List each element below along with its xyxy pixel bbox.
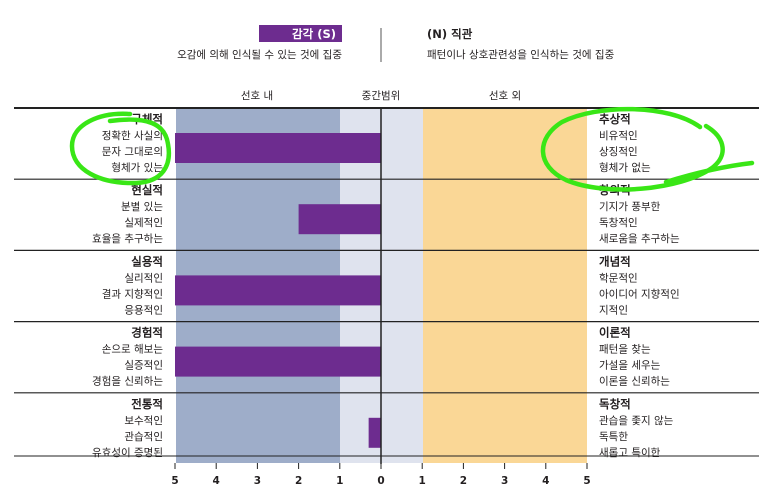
- tick-label: 5: [171, 475, 178, 487]
- row-left-item: 효율을 추구하는: [92, 232, 163, 245]
- row-left-item: 정확한 사실의: [102, 129, 163, 142]
- row-left-item: 손으로 해보는: [102, 343, 164, 356]
- row-left-item: 형체가 있는: [111, 162, 163, 174]
- row-right-item: 패턴을 찾는: [599, 344, 651, 356]
- row-right-item: 비유적인: [599, 130, 638, 142]
- tick-label: 1: [336, 475, 343, 487]
- row-right-item: 관습을 좇지 않는: [599, 415, 674, 427]
- row-left-title: 실용적: [131, 254, 163, 268]
- row-right-item: 이론을 신뢰하는: [599, 375, 670, 388]
- intuition-title: (N) 직관: [427, 27, 473, 41]
- zone-caption-in: 선호 내: [241, 90, 273, 102]
- row-left-title: 현실적: [131, 183, 163, 197]
- row-right-title: 추상적: [599, 112, 631, 126]
- zone-caption-out: 선호 외: [489, 90, 521, 102]
- row-right-item: 독창적인: [599, 217, 638, 229]
- green-annotations: [69, 106, 755, 192]
- row-right-item: 새로움을 추구하는: [599, 232, 680, 245]
- sensing-badge-label: 감각 (S): [292, 27, 336, 41]
- annotation-circle-left: [69, 111, 172, 186]
- tick-label: 5: [583, 475, 590, 487]
- row-right-item: 독특한: [599, 431, 628, 443]
- sensing-badge: [259, 25, 342, 42]
- row-right-title: 이론적: [599, 326, 631, 340]
- row-right-item: 아이디어 지향적인: [599, 288, 680, 300]
- chart-header: 감각 (S) 오감에 의해 인식될 수 있는 것에 집중 (N) 직관 패턴이나…: [177, 25, 615, 62]
- row-left-title: 경험적: [131, 326, 163, 340]
- row-right-title: 독창적: [599, 397, 631, 411]
- row-left-item: 경험을 신뢰하는: [92, 375, 163, 388]
- row-right-item: 새롭고 특이한: [599, 447, 661, 459]
- tick-label: 3: [501, 475, 508, 487]
- annotation-circle-right: [540, 106, 755, 192]
- row-left-item: 결과 지향적인: [102, 288, 163, 300]
- preference-bar: [175, 133, 381, 163]
- row-left-item: 유효성이 증명된: [92, 447, 163, 459]
- row-left-item: 보수적인: [124, 415, 163, 427]
- preference-bar: [298, 204, 381, 235]
- preference-bar: [175, 275, 381, 306]
- row-right-item: 지적인: [599, 304, 628, 316]
- row-right-item: 상징적인: [599, 146, 638, 158]
- row-left-item: 실리적인: [124, 272, 163, 284]
- row-left-item: 응용적인: [124, 304, 163, 316]
- tick-label: 4: [542, 475, 549, 487]
- row-right-item: 형체가 없는: [599, 161, 651, 174]
- sensing-description: 오감에 의해 인식될 수 있는 것에 집중: [177, 48, 342, 61]
- row-left-item: 관습적인: [124, 431, 163, 443]
- tick-label: 2: [460, 475, 467, 487]
- x-axis-ticks: 5 4 3 2 1 0 1 2 3 4 5: [171, 463, 591, 487]
- tick-label: 2: [295, 475, 302, 487]
- chart-bars: [175, 133, 381, 448]
- preference-bar: [175, 346, 381, 377]
- zone-out-bg: [423, 108, 587, 463]
- row-right-item: 학문적인: [599, 272, 638, 284]
- row-left-item: 분별 있는: [121, 201, 163, 213]
- row-left-item: 문자 그대로의: [102, 146, 163, 158]
- row-right-item: 기지가 풍부한: [599, 201, 661, 213]
- row-left-item: 실증적인: [124, 360, 163, 372]
- tick-label: 0: [377, 475, 384, 487]
- row-left-item: 실제적인: [124, 217, 163, 229]
- preference-bar: [368, 417, 381, 448]
- row-right-title: 개념적: [599, 254, 631, 268]
- zone-caption-mid: 중간범위: [362, 89, 401, 102]
- tick-label: 4: [213, 475, 220, 487]
- tick-label: 1: [419, 475, 426, 487]
- intuition-description: 패턴이나 상호관련성을 인식하는 것에 집중: [427, 48, 615, 61]
- row-right-item: 가설을 세우는: [599, 360, 661, 372]
- row-left-title: 전통적: [131, 397, 163, 411]
- tick-label: 3: [254, 475, 261, 487]
